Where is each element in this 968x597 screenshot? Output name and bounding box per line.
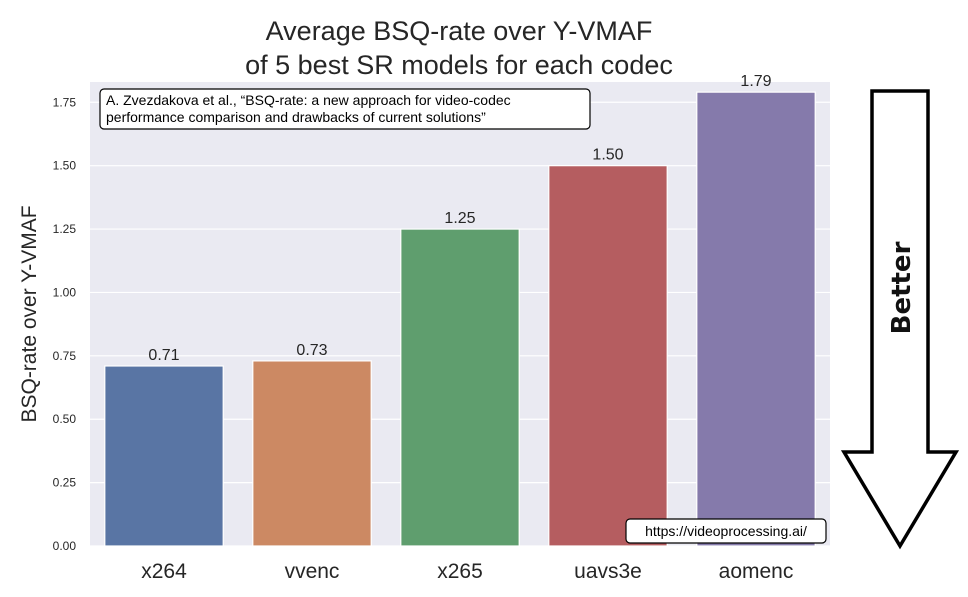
y-tick-label: 0.25 (53, 476, 77, 490)
citation-box (99, 88, 591, 130)
citation-line-1: A. Zvezdakova et al., “BSQ-rate: a new a… (106, 92, 511, 108)
source-url: https://videoprocessing.ai/ (645, 523, 807, 539)
data-label: 0.73 (296, 342, 327, 359)
x-tick-label: uavs3e (574, 560, 642, 583)
bar-x265 (400, 228, 520, 547)
x-tick-label: aomenc (719, 560, 794, 583)
y-tick-label: 1.00 (53, 285, 77, 299)
chart-title-line-1: Average BSQ-rate over Y-VMAF (266, 16, 653, 46)
bar-x264 (104, 365, 224, 547)
source-box (625, 518, 827, 544)
y-axis-label: BSQ-rate over Y-VMAF (18, 205, 41, 422)
chart-title-line-2: of 5 best SR models for each codec (245, 50, 673, 80)
x-tick-label: vvenc (285, 560, 340, 583)
x-tick-labels: x264 vvenc x265 uavs3e aomenc (141, 560, 793, 583)
bar-vvenc (252, 360, 372, 547)
bar-aomenc (696, 91, 816, 547)
data-label: 1.79 (740, 73, 771, 90)
source-annotation: https://videoprocessing.ai/ (625, 518, 827, 544)
y-tick-label: 1.25 (53, 222, 77, 236)
better-arrow: Better (840, 89, 960, 550)
y-tick-label: 0.50 (53, 412, 77, 426)
y-tick-labels: 0.00 0.25 0.50 0.75 1.00 1.25 1.50 1.75 (53, 95, 77, 553)
better-label: Better (887, 241, 917, 334)
data-labels: 0.71 0.73 1.25 1.50 1.79 (148, 73, 771, 364)
y-tick-label: 0.00 (53, 539, 77, 553)
down-arrow-icon (840, 89, 960, 550)
citation-line-2: performance comparison and drawbacks of … (106, 109, 486, 125)
x-tick-label: x265 (437, 560, 483, 583)
citation-annotation: A. Zvezdakova et al., “BSQ-rate: a new a… (99, 88, 591, 130)
y-tick-label: 0.75 (53, 349, 77, 363)
x-tick-label: x264 (141, 560, 187, 583)
bar-uavs3e (548, 165, 668, 547)
bars (104, 91, 816, 547)
data-label: 1.50 (592, 147, 623, 164)
y-tick-label: 1.75 (53, 95, 77, 109)
data-label: 1.25 (444, 210, 475, 227)
data-label: 0.71 (148, 347, 179, 364)
y-tick-label: 1.50 (53, 159, 77, 173)
